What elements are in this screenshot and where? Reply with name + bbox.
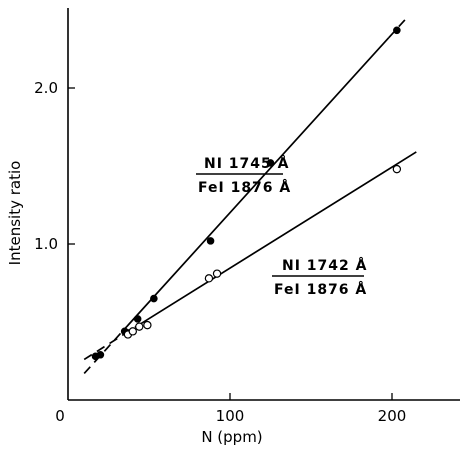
data-point-filled [266, 159, 275, 167]
data-point-open [128, 327, 137, 336]
x-tick-label: 200 [378, 407, 407, 425]
fit-line [137, 151, 417, 327]
data-point-filled [96, 350, 105, 359]
data-point-open [204, 274, 214, 283]
data-point-filled [393, 26, 401, 35]
data-point-open [392, 164, 402, 174]
series-label-numerator: NI 1742 Å [282, 257, 367, 274]
data-point-open [135, 322, 144, 331]
data-point-open [143, 320, 152, 330]
y-tick-label: 1.0 [34, 235, 58, 253]
y-axis-label: Intensity ratio [6, 161, 24, 266]
data-point-open [212, 269, 222, 278]
fit-line [124, 37, 390, 330]
fit-line-extension [388, 15, 409, 39]
x-tick-label: 100 [216, 407, 245, 425]
y-tick-label: 2.0 [34, 79, 58, 97]
x-tick-label: 0 [55, 407, 65, 425]
x-axis-label: N (ppm) [201, 428, 262, 446]
axes: 0 100 200 1.0 2.0 [34, 8, 460, 425]
series-label-numerator: NI 1745 Å [204, 155, 289, 172]
data-points [91, 26, 402, 361]
series-label-nitrogen-1745: NI 1745 Å FeI 1876 Å [196, 155, 291, 196]
fit-line-extension [83, 328, 126, 375]
series-label-nitrogen-1742: NI 1742 Å FeI 1876 Å [272, 257, 367, 298]
series-label-denominator: FeI 1876 Å [274, 281, 367, 298]
data-point-filled [150, 294, 158, 303]
data-point-filled [206, 237, 215, 245]
data-point-filled [133, 315, 142, 323]
series-label-denominator: FeI 1876 Å [198, 179, 291, 196]
